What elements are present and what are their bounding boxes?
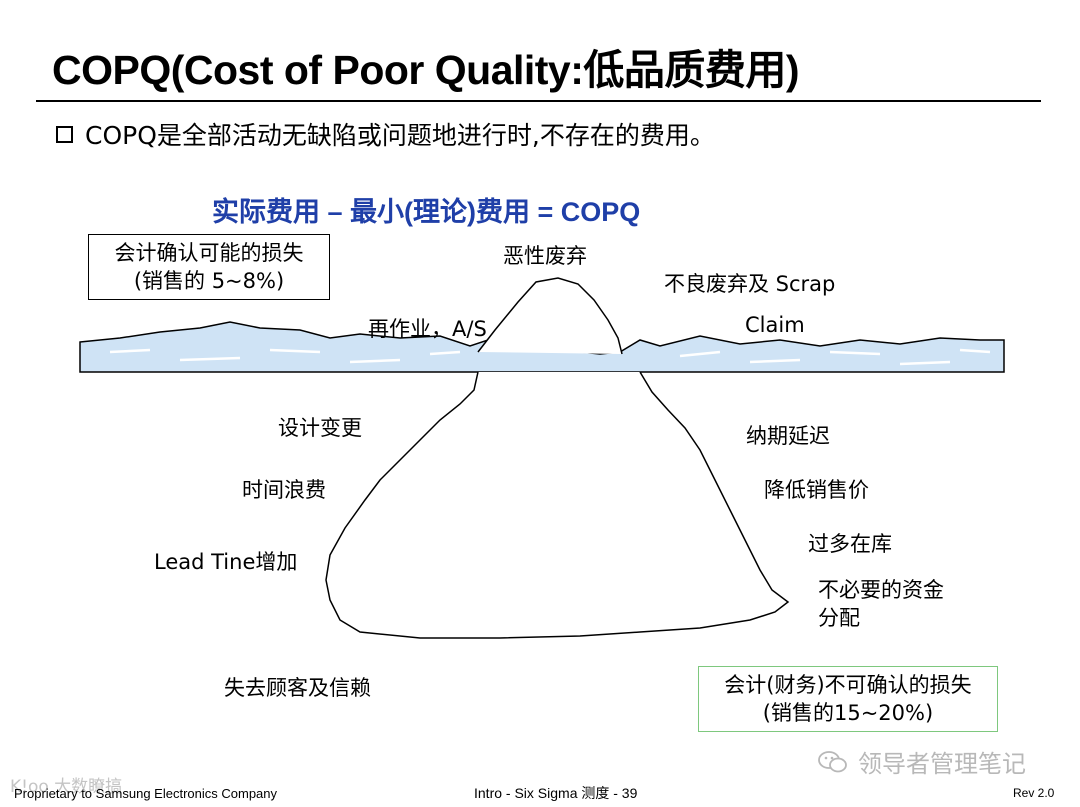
title-divider bbox=[36, 100, 1041, 102]
hidden-loss-line2: (销售的15~20%) bbox=[762, 701, 934, 725]
visible-loss-line1: 会计确认可能的损失 bbox=[114, 241, 304, 265]
label-design-change: 设计变更 bbox=[278, 416, 362, 440]
label-time-waste: 时间浪费 bbox=[242, 478, 326, 502]
hidden-loss-box: 会计(财务)不可确认的损失 (销售的15~20%) bbox=[698, 666, 998, 732]
bullet-point: COPQ是全部活动无缺陷或问题地进行时,不存在的费用。 bbox=[56, 116, 715, 152]
checkbox-bullet-icon bbox=[56, 125, 73, 143]
label-unnecessary-funds-2: 分配 bbox=[818, 606, 860, 630]
label-delivery-delay: 纳期延迟 bbox=[746, 424, 830, 448]
iceberg-body bbox=[325, 371, 790, 639]
watermark-account-text: 领导者管理笔记 bbox=[858, 750, 1026, 778]
label-unnecessary-funds-1: 不必要的资金 bbox=[818, 578, 944, 602]
label-price-reduction: 降低销售价 bbox=[764, 478, 869, 502]
label-lose-customer: 失去顾客及信赖 bbox=[224, 676, 371, 700]
watermark-account: 领导者管理笔记 bbox=[818, 744, 1026, 779]
copq-formula: 实际费用 – 最小(理论)费用 = COPQ bbox=[212, 197, 641, 227]
watermark-left: K!oo 大数瞭搞 bbox=[10, 777, 123, 797]
footer-company: Proprietary to Samsung Electronics Compa… bbox=[14, 786, 278, 801]
label-excess-inventory: 过多在库 bbox=[808, 532, 892, 556]
visible-loss-line2: (销售的 5~8%) bbox=[133, 269, 285, 293]
label-lead-time: Lead Tine增加 bbox=[154, 550, 298, 574]
label-rework: 再作业，A/S bbox=[368, 317, 487, 341]
label-defect-scrap: 不良废弃及 Scrap bbox=[664, 272, 836, 296]
label-claim: Claim bbox=[745, 313, 805, 337]
footer-page-info: Intro - Six Sigma 测度 - 39 bbox=[474, 785, 638, 801]
label-malignant-scrap: 恶性废弃 bbox=[503, 244, 587, 268]
visible-loss-box: 会计确认可能的损失 (销售的 5~8%) bbox=[88, 234, 330, 300]
wechat-icon bbox=[818, 750, 847, 772]
hidden-loss-line1: 会计(财务)不可确认的损失 bbox=[724, 673, 972, 697]
iceberg-tip bbox=[477, 277, 623, 355]
bullet-text: COPQ是全部活动无缺陷或问题地进行时,不存在的费用。 bbox=[85, 121, 715, 150]
footer-revision: Rev 2.0 bbox=[1013, 786, 1055, 800]
page-title: COPQ(Cost of Poor Quality:低品质费用) bbox=[52, 47, 800, 93]
water-ripples bbox=[109, 348, 991, 366]
